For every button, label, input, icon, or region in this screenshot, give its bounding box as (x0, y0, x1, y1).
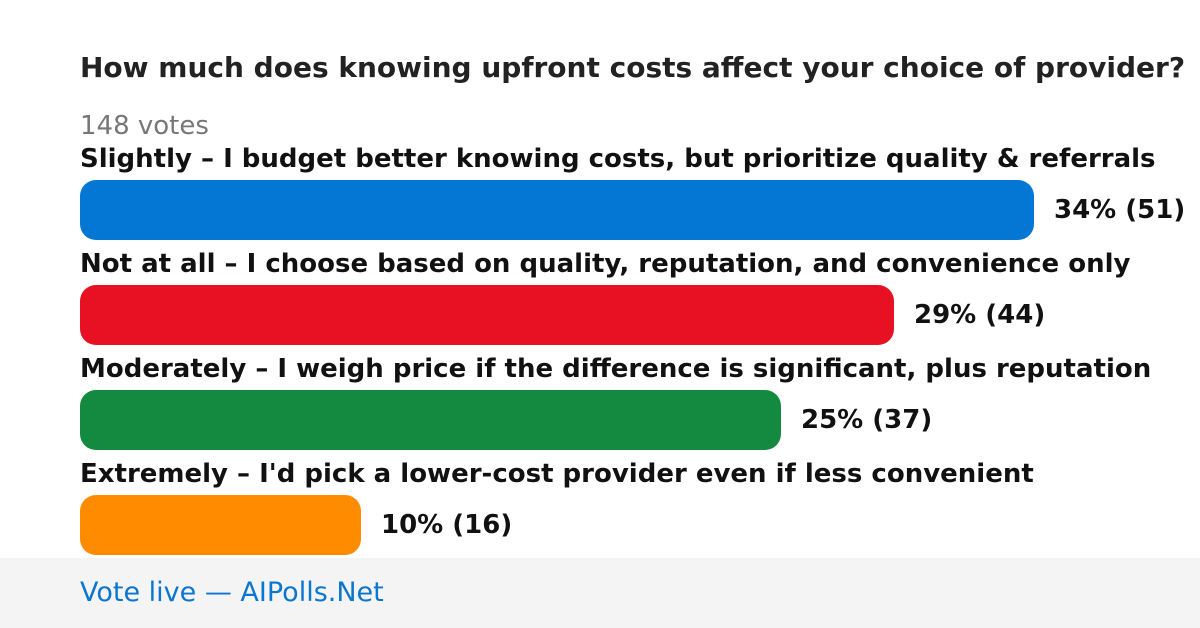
vote-live-link[interactable]: Vote live — AIPolls.Net (80, 577, 384, 608)
option-bar (80, 285, 894, 345)
option-value-label: 25% (37) (801, 405, 933, 435)
option-label: Moderately – I weigh price if the differ… (80, 354, 1152, 384)
option-bar (80, 180, 1034, 240)
option-bar (80, 495, 361, 555)
option-label: Extremely – I'd pick a lower-cost provid… (80, 459, 1034, 489)
option-bar (80, 390, 781, 450)
vote-count: 148 votes (80, 111, 209, 141)
option-value-label: 29% (44) (914, 300, 1046, 330)
poll-title: How much does knowing upfront costs affe… (80, 51, 1186, 84)
option-value-label: 34% (51) (1054, 195, 1186, 225)
footer-bar: Vote live — AIPolls.Net (0, 558, 1200, 628)
option-label: Not at all – I choose based on quality, … (80, 249, 1131, 279)
option-label: Slightly – I budget better knowing costs… (80, 144, 1156, 174)
option-value-label: 10% (16) (381, 510, 513, 540)
